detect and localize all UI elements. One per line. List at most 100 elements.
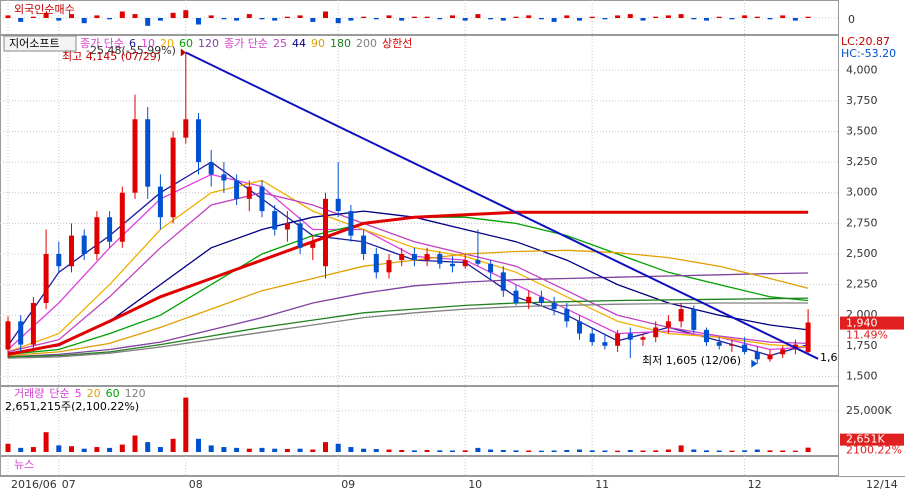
volume-bar bbox=[272, 448, 278, 452]
net-buy-bar bbox=[792, 18, 798, 21]
volume-bar bbox=[424, 450, 430, 452]
legend-entry: 120 bbox=[125, 387, 146, 400]
volume-bar bbox=[145, 442, 151, 452]
legend-entry: 60 bbox=[106, 387, 120, 400]
volume-bar bbox=[94, 447, 100, 452]
last-price: 1,940 bbox=[846, 317, 878, 330]
candle-body bbox=[589, 333, 595, 343]
candle-body bbox=[615, 333, 621, 346]
candle-body bbox=[399, 253, 405, 261]
candle-body bbox=[640, 337, 646, 340]
volume-bar bbox=[119, 444, 125, 452]
legend-entry: 60 bbox=[179, 37, 193, 50]
candle-body bbox=[500, 272, 506, 291]
net-buy-bar bbox=[805, 16, 811, 18]
y-tick-label: 0 bbox=[848, 13, 855, 26]
net-buy-bar bbox=[234, 18, 240, 21]
net-buy-bar bbox=[742, 15, 748, 18]
volume-bar bbox=[729, 450, 735, 452]
net-buy-bar bbox=[653, 16, 659, 18]
net-buy-bar bbox=[361, 16, 367, 18]
net-buy-bar bbox=[462, 18, 468, 21]
limit-line bbox=[7, 210, 809, 356]
candle-body bbox=[323, 198, 328, 267]
net-buy-bar bbox=[119, 11, 125, 18]
volume-bar bbox=[475, 447, 481, 452]
net-buy-bar bbox=[754, 16, 760, 18]
net-buy-bar bbox=[513, 16, 519, 18]
last-change: 11.49% bbox=[846, 329, 888, 342]
last-volume-pct: 2100.22% bbox=[846, 444, 902, 457]
volume-bar bbox=[742, 450, 748, 452]
candle-body bbox=[665, 321, 671, 328]
volume-bar bbox=[196, 438, 201, 452]
hc-label: HC:-53.20 bbox=[841, 47, 896, 60]
candle-body bbox=[310, 241, 316, 248]
candle-body bbox=[284, 223, 290, 230]
y-tick-label: 25,000K bbox=[846, 404, 892, 417]
candle-body bbox=[18, 321, 24, 345]
candle-body bbox=[475, 260, 481, 264]
volume-bar bbox=[335, 443, 341, 452]
candle-body bbox=[259, 186, 265, 212]
candle-body bbox=[551, 302, 557, 310]
net-buy-bar bbox=[30, 16, 36, 18]
volume-bar bbox=[348, 447, 354, 452]
net-buy-bar bbox=[157, 18, 163, 21]
moving-average-line bbox=[7, 192, 809, 353]
volume-bar bbox=[805, 447, 811, 452]
volume-bar bbox=[246, 448, 252, 452]
net-buy-bar bbox=[81, 18, 87, 24]
net-buy-bar bbox=[729, 18, 735, 20]
x-tick-label: 07 bbox=[62, 478, 76, 491]
candle-body bbox=[513, 290, 519, 303]
candle-body bbox=[386, 260, 392, 273]
candle-body bbox=[132, 119, 138, 193]
volume-bar bbox=[513, 450, 519, 452]
panel-title: 거래량 bbox=[14, 387, 44, 400]
candle-body bbox=[678, 309, 684, 322]
net-buy-bar bbox=[450, 15, 455, 18]
candle-body bbox=[5, 321, 11, 350]
candle-body bbox=[81, 235, 87, 254]
net-buy-bar bbox=[145, 18, 151, 26]
last-price-box bbox=[840, 316, 904, 330]
net-buy-bar bbox=[704, 18, 709, 21]
volume-bar bbox=[361, 448, 367, 452]
candle-body bbox=[272, 211, 278, 230]
candle-body bbox=[729, 344, 735, 346]
moving-average-line bbox=[7, 272, 809, 358]
high-marker bbox=[180, 48, 186, 57]
volume-bar bbox=[183, 397, 189, 452]
net-buy-bar bbox=[780, 15, 786, 18]
net-buy-bar bbox=[538, 18, 544, 20]
net-buy-bar bbox=[640, 18, 646, 21]
volume-bar bbox=[450, 450, 455, 452]
volume-bar bbox=[589, 450, 595, 452]
candle-body bbox=[577, 321, 582, 334]
candle-body bbox=[196, 119, 201, 163]
net-buy-bar bbox=[716, 16, 722, 18]
x-tick-label: 2016/06 bbox=[11, 478, 57, 491]
legend-group-label: 종가 단순 bbox=[224, 37, 268, 50]
candle-body bbox=[43, 253, 49, 303]
volume-bar bbox=[767, 450, 773, 452]
candle-body bbox=[145, 119, 151, 187]
volume-bar bbox=[373, 449, 379, 452]
panel-title: 외국인순매수 bbox=[14, 3, 75, 16]
net-buy-bar bbox=[526, 15, 532, 18]
net-buy-bar bbox=[221, 18, 227, 20]
net-buy-bar bbox=[5, 15, 11, 18]
volume-bar bbox=[526, 450, 532, 452]
candle-body bbox=[704, 329, 709, 343]
candle-body bbox=[742, 344, 748, 352]
volume-bar bbox=[56, 445, 62, 452]
x-tick-label: 11 bbox=[595, 478, 609, 491]
volume-bar bbox=[386, 449, 392, 452]
volume-bar bbox=[30, 447, 36, 452]
net-buy-bar bbox=[196, 18, 201, 25]
candle-body bbox=[716, 342, 722, 346]
volume-bar bbox=[132, 435, 138, 452]
